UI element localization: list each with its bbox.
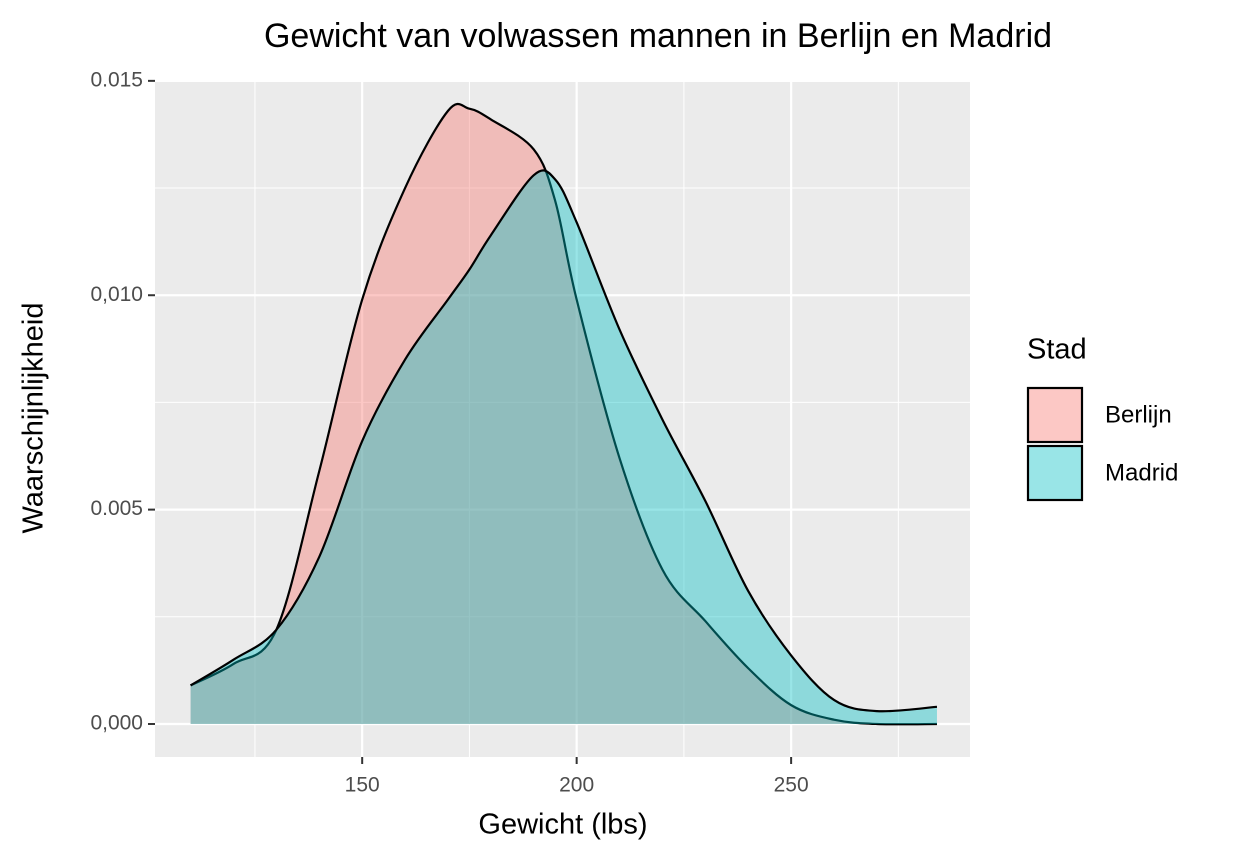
x-axis-title: Gewicht (lbs) [478,809,647,841]
legend-label: Berlijn [1105,401,1172,428]
y-tick-label: 0,000 [90,712,143,735]
density-area [190,103,937,725]
x-tick-label: 250 [774,774,809,797]
y-axis-title: Waarschijnlijkheid [18,302,50,533]
legend-key [1026,444,1084,502]
legend-key [1026,386,1084,444]
y-tick-label: 0,010 [90,283,143,306]
y-tick-label: 0.015 [90,68,143,91]
legend-title: Stad [1027,334,1087,366]
y-tick-label: 0.005 [90,497,143,520]
legend-key-bg [1028,388,1082,442]
density-line [190,169,938,713]
density-area [190,170,937,724]
x-tick-label: 200 [559,774,594,797]
legend-label: Madrid [1105,459,1178,486]
x-tick-label: 150 [345,774,380,797]
chart-title: Gewicht van volwassen mannen in Berlijn … [264,17,1052,55]
density-line [190,102,937,726]
plot-panel [155,80,970,757]
legend-key-bg [1028,446,1082,500]
